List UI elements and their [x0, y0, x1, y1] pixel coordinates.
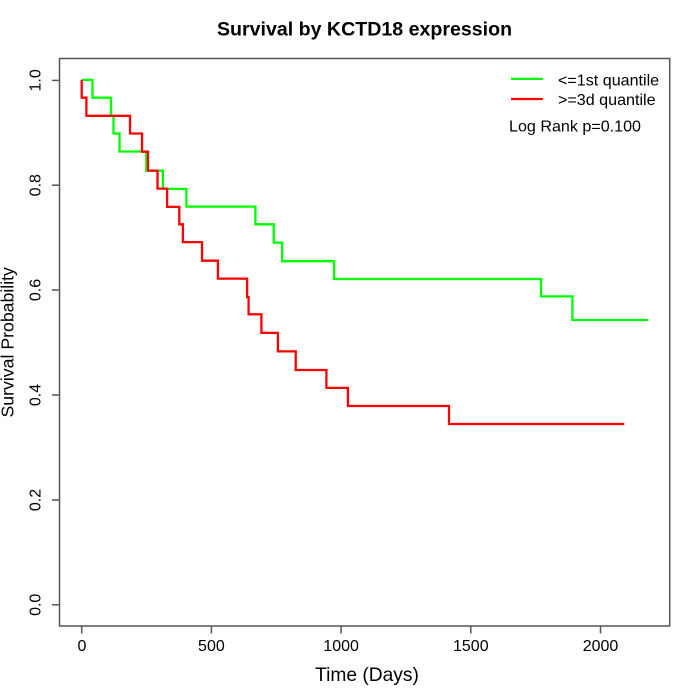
svg-text:>=3d quantile: >=3d quantile	[558, 91, 656, 109]
svg-text:Time (Days): Time (Days)	[315, 665, 419, 686]
svg-text:Survival by KCTD18 expression: Survival by KCTD18 expression	[217, 18, 512, 40]
svg-text:0: 0	[77, 638, 86, 655]
svg-text:<=1st quantile: <=1st quantile	[558, 71, 659, 89]
svg-text:0.2: 0.2	[28, 489, 45, 511]
svg-text:0.0: 0.0	[28, 594, 45, 616]
svg-text:Log Rank p=0.100: Log Rank p=0.100	[509, 117, 641, 135]
svg-text:0.8: 0.8	[28, 174, 45, 196]
svg-text:2000: 2000	[583, 638, 619, 655]
svg-text:Survival Probability: Survival Probability	[0, 267, 18, 418]
svg-text:0.4: 0.4	[28, 384, 45, 406]
svg-text:0.6: 0.6	[28, 279, 45, 301]
svg-text:500: 500	[198, 638, 225, 655]
svg-text:1000: 1000	[323, 638, 359, 655]
svg-text:1.0: 1.0	[28, 69, 45, 91]
svg-text:1500: 1500	[453, 638, 489, 655]
